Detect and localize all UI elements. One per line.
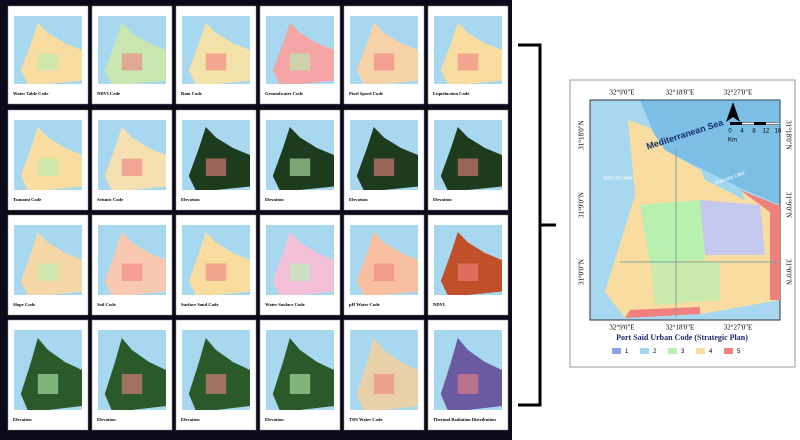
thumbnail-caption: NDVI Code <box>97 91 120 96</box>
thumbnail-zone <box>373 374 395 394</box>
land-zone <box>625 307 700 318</box>
thumbnail-caption: Groundwater Code <box>265 91 303 96</box>
longitude-label: 32°18'0"E <box>666 324 695 332</box>
thumbnail-caption: Liquefaction Code <box>433 91 469 96</box>
thumbnail-caption: Elevation <box>181 197 200 202</box>
thumbnail-zone <box>373 53 395 71</box>
latitude-label: 31°18'0"N <box>578 120 586 149</box>
latitude-label: 31°0'0"N <box>784 259 792 285</box>
longitude-label: 32°9'0"E <box>609 324 634 332</box>
sea <box>640 100 780 205</box>
thumbnail-zone <box>121 53 143 71</box>
north-arrow <box>726 102 740 122</box>
thumbnail-caption: Water Table Code <box>13 91 48 96</box>
land-zone <box>650 262 720 305</box>
scale-unit: Km <box>728 138 737 144</box>
thumbnail-grid: Water Table Code NDVI Code Rain Code Ground… <box>7 5 509 431</box>
land-zone <box>640 200 705 262</box>
thumbnail-zone <box>289 374 311 394</box>
thumbnail-zone <box>373 263 395 281</box>
scale-bar-segment <box>742 122 754 125</box>
latitude-label: 31°18'0"N <box>784 120 792 149</box>
thumbnail-caption: Water Surface Code <box>265 302 305 307</box>
thumbnail-zone <box>37 374 59 394</box>
longitude-label: 32°18'0"E <box>666 89 695 97</box>
thumbnail-caption: Elevation <box>349 197 368 202</box>
thumbnail-zone <box>121 263 143 281</box>
lake-label: Manzala lake <box>603 175 633 181</box>
thumbnail-caption: Elevation <box>433 197 452 202</box>
thumbnail-caption: Elevation <box>265 197 284 202</box>
land-zone <box>700 168 745 200</box>
legend-label: 5 <box>737 349 741 355</box>
land-zone <box>700 200 765 255</box>
thumbnail-caption: Pixel Speed Code <box>349 91 383 96</box>
thumbnail-caption: Elevation <box>97 417 116 422</box>
main-map: Km Mediterranean Sea Manzala lake Manzal… <box>569 79 796 368</box>
legend-title: Port Said Urban Code (Strategic Plan) <box>616 333 748 342</box>
thumbnail-caption: TDS Water Code <box>349 417 383 422</box>
longitude-label: 32°27'0"E <box>724 324 753 332</box>
thumbnail-zone <box>37 263 59 281</box>
latitude-label: 31°0'0"N <box>578 259 586 285</box>
thumbnail-zone <box>289 53 311 71</box>
legend-swatch <box>612 348 621 354</box>
thumbnail-caption: Elevation <box>265 417 284 422</box>
thumbnail-caption: Rain Code <box>181 91 202 96</box>
scale-tick-label: 8 <box>752 129 756 135</box>
thumbnail-zone <box>205 263 227 281</box>
legend-label: 2 <box>653 349 657 355</box>
thumbnail-caption: Surface Sand Code <box>181 302 219 307</box>
thumbnail-zone <box>121 158 143 176</box>
legend-label: 3 <box>681 349 685 355</box>
thumbnail-zone <box>205 158 227 176</box>
thumbnail-caption: Tsunami Code <box>13 197 41 202</box>
latitude-label: 31°9'0"N <box>578 192 586 218</box>
thumbnail-zone <box>37 158 59 176</box>
thumbnail-zone <box>289 158 311 176</box>
thumbnail-zone <box>457 374 479 394</box>
thumbnail-caption: Elevation <box>13 417 32 422</box>
thumbnail-caption: Seismic Code <box>97 197 123 202</box>
land-zone <box>740 190 780 300</box>
thumbnail-zone <box>457 158 479 176</box>
legend-swatch <box>724 348 733 354</box>
legend-swatch <box>668 348 677 354</box>
latitude-label: 31°9'0"N <box>784 192 792 218</box>
legend-swatch <box>640 348 649 354</box>
legend-label: 4 <box>709 349 713 355</box>
longitude-label: 32°27'0"E <box>724 89 753 97</box>
legend-swatch <box>696 348 705 354</box>
scale-tick-label: 12 <box>763 129 770 135</box>
thumbnail-caption: Elevation <box>181 417 200 422</box>
thumbnail-zone <box>37 53 59 71</box>
thumbnail-zone <box>457 53 479 71</box>
thumbnail-caption: Slope Code <box>13 302 35 307</box>
thumbnail-zone <box>289 263 311 281</box>
scale-tick-label: 0 <box>728 129 732 135</box>
thumbnail-caption: pH Water Code <box>349 302 380 307</box>
thumbnail-zone <box>373 158 395 176</box>
scale-tick-label: 4 <box>740 129 744 135</box>
scale-tick-label: 16 <box>775 129 782 135</box>
thumbnail-zone <box>205 374 227 394</box>
legend-label: 1 <box>625 349 629 355</box>
thumbnail-caption: NDVI <box>433 302 445 307</box>
thumbnail-zone <box>457 263 479 281</box>
longitude-label: 32°9'0"E <box>609 89 634 97</box>
thumbnail-zone <box>205 53 227 71</box>
bracket <box>518 43 556 407</box>
scale-bar-segment <box>766 122 778 125</box>
thumbnail-caption: Soil Code <box>97 302 116 307</box>
thumbnail-zone <box>121 374 143 394</box>
thumbnail-caption: Thermal Radiation Distribution <box>433 417 496 422</box>
